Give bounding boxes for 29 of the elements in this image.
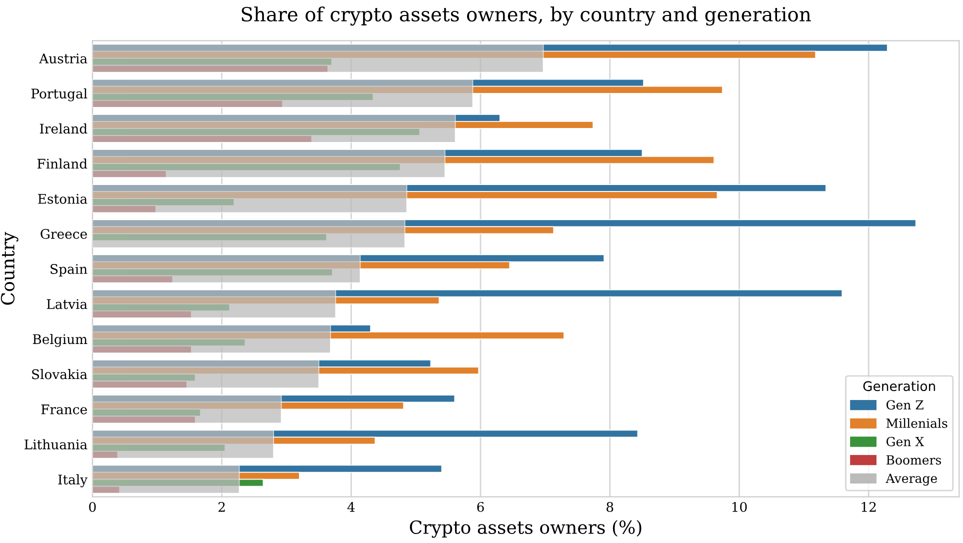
- x-tick-label: 8: [606, 502, 614, 512]
- y-tick-label: Greece: [40, 228, 87, 239]
- y-tick-label: Ireland: [40, 123, 88, 134]
- y-tick-label: Italy: [58, 474, 88, 488]
- y-tick-label: Spain: [50, 264, 88, 277]
- y-tick-label: Finland: [37, 158, 88, 169]
- y-tick-label: Slovakia: [32, 369, 88, 380]
- x-tick-label: 0: [89, 502, 96, 512]
- x-tick-label: 6: [477, 502, 484, 512]
- x-tick-label: 4: [347, 502, 355, 512]
- legend-label: Millenials: [886, 418, 948, 428]
- legend-label: Average: [886, 474, 937, 486]
- y-tick-label: Austria: [39, 54, 88, 64]
- legend-label: Gen Z: [886, 400, 924, 410]
- y-axis-title: Country: [0, 232, 18, 305]
- legend-label: Boomers: [886, 455, 942, 465]
- x-axis-title: Crypto assets owners (%): [410, 520, 642, 538]
- x-tick-label: 2: [218, 502, 225, 512]
- y-tick-label: Lithuania: [24, 439, 88, 450]
- y-tick-label: Portugal: [31, 88, 88, 102]
- legend-label: Gen X: [886, 436, 924, 446]
- chart-title: Share of crypto assets owners, by country and generation: [242, 6, 811, 26]
- y-tick-label: France: [41, 404, 87, 414]
- x-tick-label: 12: [862, 502, 876, 512]
- y-tick-label: Estonia: [38, 194, 88, 204]
- y-tick-label: Belgium: [32, 334, 88, 347]
- y-tick-label: Latvia: [46, 299, 88, 310]
- legend-title: Generation: [863, 380, 936, 392]
- x-tick-label: 10: [732, 502, 747, 512]
